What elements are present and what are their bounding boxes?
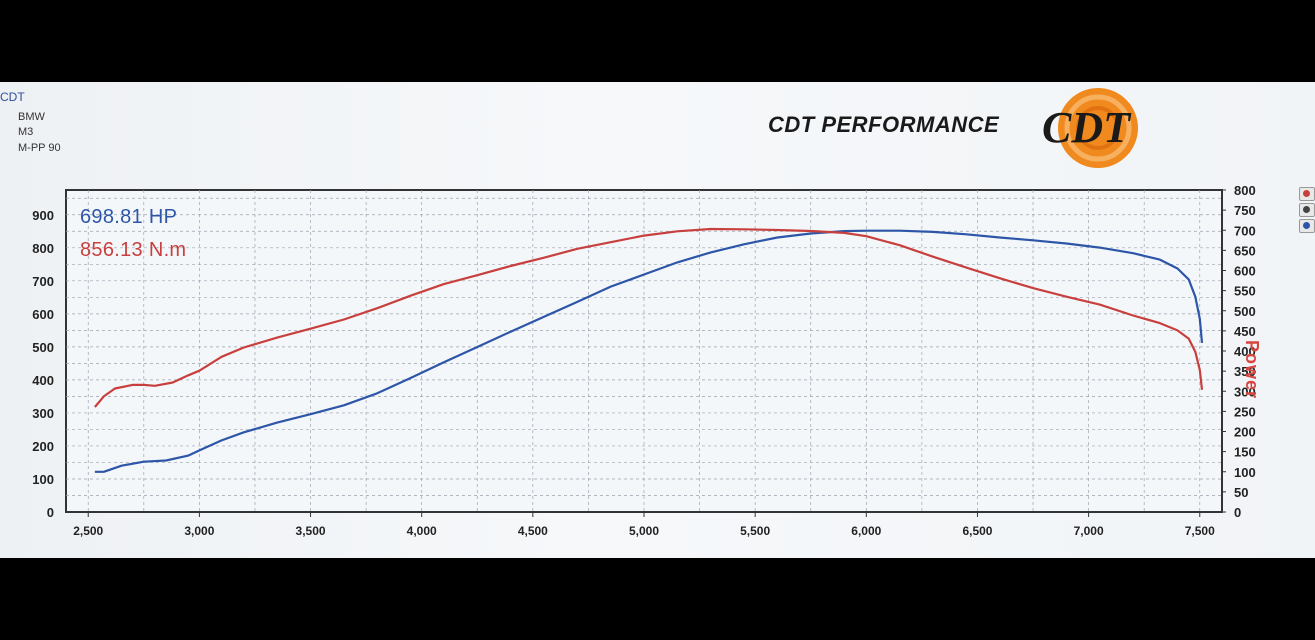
y-right-tick-label: 150 [1234,445,1256,460]
y-right-tick-label: 0 [1234,505,1241,520]
y-right-tick-label: 350 [1234,364,1256,379]
y-right-tick-label: 300 [1234,384,1256,399]
logo-swirl-ring [1064,94,1132,162]
x-tick-label: 3,000 [184,524,214,538]
header-model: M3 [18,126,34,138]
series-line-torque [94,227,1204,408]
header-make: BMW [18,111,45,123]
x-tick-label: 6,500 [962,524,992,538]
y-right-tick-label: 100 [1234,465,1256,480]
logo-swirl-outer [1058,88,1138,168]
blue-dot-icon [1303,222,1310,229]
cdt-logo: CDT [1042,88,1138,168]
x-tick-label: 2,500 [73,524,103,538]
series [94,227,1204,473]
side-button-3[interactable] [1299,219,1315,233]
y-right-tick-label: 650 [1234,243,1256,258]
plot-area [65,189,1223,513]
x-tick-label: 4,500 [518,524,548,538]
y-left-tick-label: 100 [32,472,54,487]
header-id: CDT [0,90,25,104]
series-line-hp [94,229,1204,473]
red-dot-icon [1303,190,1310,197]
dark-dot-icon [1303,206,1310,213]
header-variant: M-PP 90 [18,142,61,154]
y-right-tick-label: 550 [1234,284,1256,299]
x-tick-label: 4,000 [407,524,437,538]
y-axis-right-label: Power [1242,340,1262,400]
logo-swirl-inner [1076,106,1120,150]
x-tick-label: 6,000 [851,524,881,538]
dyno-printout: CDT BMW M3 M-PP 90 CDT PERFORMANCE CDT 2… [0,82,1315,558]
y-left-tick-label: 200 [32,439,54,454]
side-controls [1299,187,1315,235]
y-right-tick-label: 800 [1234,183,1256,198]
brand-name: CDT PERFORMANCE [768,112,1000,137]
x-tick-label: 5,000 [629,524,659,538]
x-tick-label: 7,000 [1074,524,1104,538]
y-right-tick-label: 450 [1234,324,1256,339]
x-tick-label: 5,500 [740,524,770,538]
y-right-tick-label: 250 [1234,404,1256,419]
legend-hp: 698.81 HP [80,206,178,228]
side-button-1[interactable] [1299,187,1315,201]
logo-text: CDT [1042,103,1132,152]
legend-torque: 856.13 N.m [80,239,187,261]
dyno-chart: 2,500 3,000 3,500 4,000 4,500 5,000 5,500 6,000… [32,183,1255,538]
y-left-tick-label: 0 [47,505,54,520]
y-right-tick-label: 200 [1234,425,1256,440]
y-left-tick-label: 500 [32,340,54,355]
axes: 2,500 3,000 3,500 4,000 4,500 5,000 5,500 6,000… [32,183,1255,538]
x-tick-label: 7,500 [1185,524,1215,538]
y-left-tick-label: 300 [32,406,54,421]
y-left-tick-label: 800 [32,241,54,256]
y-left-tick-label: 700 [32,274,54,289]
y-left-tick-label: 900 [32,208,54,223]
y-right-tick-label: 750 [1234,203,1256,218]
y-right-tick-label: 400 [1234,344,1256,359]
y-right-tick-label: 700 [1234,223,1256,238]
y-right-tick-label: 500 [1234,304,1256,319]
x-tick-label: 3,500 [296,524,326,538]
y-left-tick-label: 400 [32,373,54,388]
side-button-2[interactable] [1299,203,1315,217]
y-right-tick-label: 600 [1234,264,1256,279]
y-left-tick-label: 600 [32,307,54,322]
grid [66,190,1222,512]
y-right-tick-label: 50 [1234,485,1248,500]
